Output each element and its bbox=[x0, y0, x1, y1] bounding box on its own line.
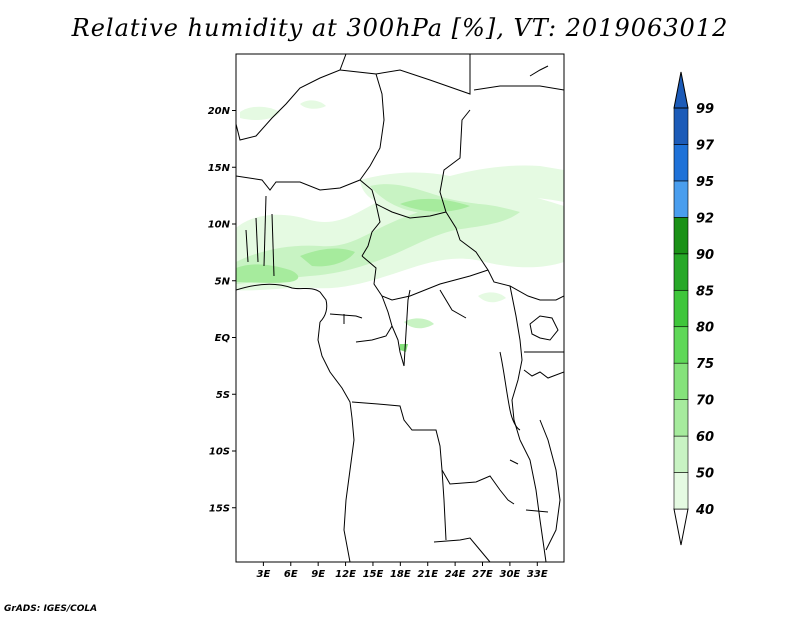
lat-label: 5S bbox=[216, 390, 230, 401]
colorbar-segment bbox=[673, 217, 689, 255]
colorbar-segment bbox=[673, 253, 689, 291]
colorbar-segment bbox=[673, 289, 689, 328]
colorbar: 40 50 60 70 75 80 85 90 92 95 97 99 bbox=[673, 71, 715, 546]
colorbar-label: 75 bbox=[696, 357, 714, 372]
humidity-field bbox=[236, 100, 564, 352]
humidity-patch-central bbox=[478, 292, 506, 303]
lon-label: 15E bbox=[363, 569, 384, 580]
lon-label: 3E bbox=[256, 569, 270, 580]
colorbar-segment bbox=[673, 435, 689, 473]
map-title: Relative humidity at 300hPa [%], VT: 201… bbox=[71, 14, 729, 42]
lon-label: 6E bbox=[284, 569, 298, 580]
colorbar-segment bbox=[673, 326, 689, 364]
colorbar-label: 99 bbox=[696, 102, 714, 117]
lat-label: 15N bbox=[208, 163, 231, 174]
lon-label: 21E bbox=[417, 569, 438, 580]
colorbar-label: 85 bbox=[696, 284, 714, 299]
lon-label: 9E bbox=[311, 569, 325, 580]
colorbar-segment bbox=[673, 180, 689, 218]
colorbar-segment bbox=[673, 144, 689, 182]
colorbar-segment bbox=[673, 107, 689, 145]
lat-label: 10S bbox=[209, 447, 230, 458]
grads-credit: GrADS: IGES/COLA bbox=[4, 604, 98, 614]
colorbar-label: 95 bbox=[696, 175, 714, 190]
colorbar-label: 50 bbox=[696, 467, 714, 482]
colorbar-label: 90 bbox=[696, 248, 714, 263]
latitude-axis: 20N 15N 10N 5N EQ 5S 10S 15S bbox=[208, 106, 236, 514]
lon-label: 18E bbox=[390, 569, 411, 580]
lon-label: 12E bbox=[335, 569, 356, 580]
longitude-axis: 3E 6E 9E 12E 15E 18E 21E 24E 27E 30E 33E bbox=[256, 562, 548, 580]
colorbar-segment bbox=[673, 362, 689, 400]
humidity-patch-north bbox=[240, 106, 280, 120]
humidity-band-mid bbox=[236, 203, 520, 284]
lat-label: EQ bbox=[215, 333, 231, 344]
lat-label: 15S bbox=[209, 503, 230, 514]
colorbar-top-arrow bbox=[673, 71, 689, 109]
colorbar-segment bbox=[673, 472, 689, 510]
lon-label: 33E bbox=[527, 569, 548, 580]
humidity-core-coast bbox=[236, 264, 299, 283]
lat-label: 5N bbox=[215, 276, 231, 287]
colorbar-label: 92 bbox=[696, 211, 714, 226]
lon-label: 30E bbox=[500, 569, 521, 580]
humidity-core-nigeria bbox=[300, 248, 355, 267]
colorbar-label: 80 bbox=[696, 321, 714, 336]
country-borders bbox=[236, 54, 564, 562]
colorbar-segment bbox=[673, 399, 689, 437]
lat-label: 10N bbox=[208, 220, 231, 231]
lon-label: 24E bbox=[445, 569, 466, 580]
humidity-patch-north-east bbox=[300, 100, 326, 109]
humidity-patch-congo bbox=[404, 318, 434, 329]
humidity-core-sudan bbox=[400, 198, 470, 212]
colorbar-label: 40 bbox=[695, 503, 714, 518]
colorbar-label: 60 bbox=[696, 430, 714, 445]
colorbar-label: 97 bbox=[696, 138, 715, 153]
colorbar-label: 70 bbox=[696, 394, 714, 409]
lon-label: 27E bbox=[472, 569, 493, 580]
colorbar-bottom-arrow bbox=[673, 508, 689, 546]
humidity-patch-congo-south bbox=[400, 344, 408, 352]
lat-label: 20N bbox=[208, 106, 231, 117]
